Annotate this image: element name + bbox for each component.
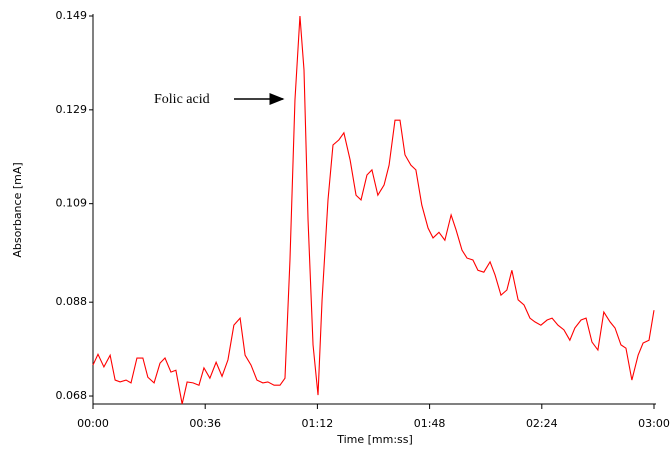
annotation: Folic acid [154,92,210,107]
y-tick-label: 0.149 [56,9,88,22]
data-line [92,15,655,405]
x-tick-label: 01:12 [302,417,334,430]
y-tick-label: 0.109 [56,197,88,210]
x-tick-label: 00:36 [189,417,221,430]
y-tick-label: 0.088 [56,295,88,308]
x-tick-label: 02:24 [526,417,558,430]
y-axis-label: Absorbance [mA] [11,162,24,257]
x-axis-label: Time [mm:ss] [336,433,413,446]
x-tick-label: 03:00 [638,417,670,430]
x-tick-label: 00:00 [77,417,109,430]
x-tick-label: 01:48 [414,417,446,430]
y-tick-label: 0.129 [56,103,88,116]
y-tick-label: 0.068 [56,389,88,402]
